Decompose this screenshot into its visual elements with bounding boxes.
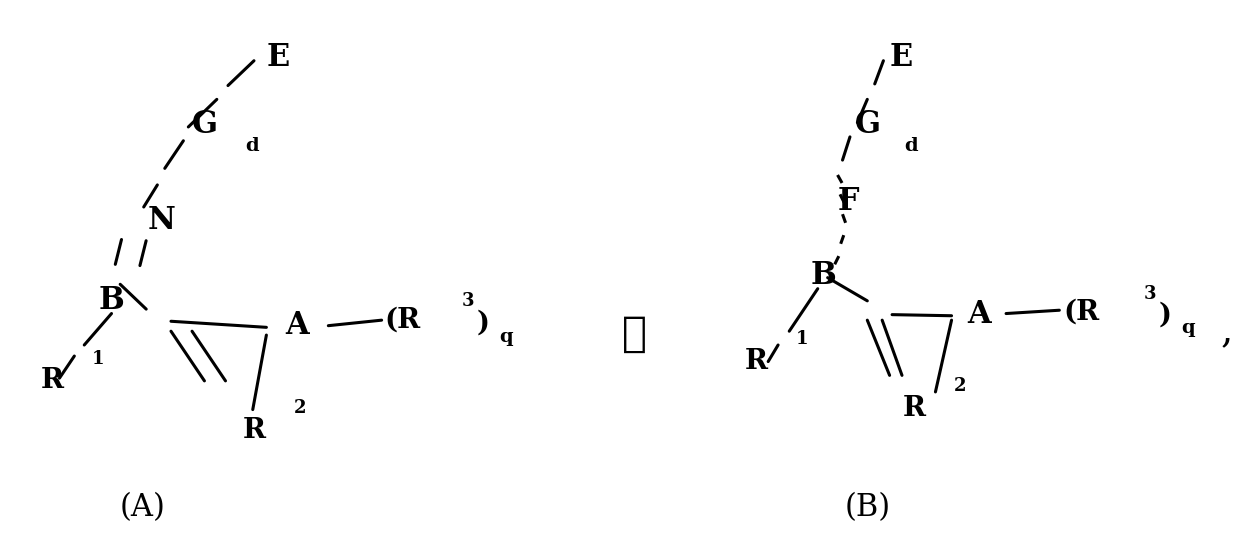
Text: G: G (855, 109, 881, 140)
Text: ): ) (477, 310, 489, 336)
Text: R: R (745, 348, 767, 375)
Text: ): ) (1158, 301, 1171, 328)
Text: (R: (R (1063, 299, 1099, 325)
Text: A: A (285, 310, 310, 341)
Text: 3: 3 (462, 292, 475, 310)
Text: E: E (890, 43, 913, 73)
Text: B: B (99, 285, 124, 316)
Text: R: R (243, 417, 265, 444)
Text: q: q (499, 328, 513, 346)
Text: 1: 1 (92, 350, 104, 368)
Text: (A): (A) (119, 492, 166, 523)
Text: 2: 2 (954, 378, 966, 395)
Text: E: E (266, 43, 290, 73)
Text: d: d (904, 137, 918, 155)
Text: ,: , (1220, 312, 1233, 350)
Text: R: R (41, 368, 63, 394)
Text: (R: (R (384, 307, 420, 333)
Text: B: B (812, 261, 836, 291)
Text: q: q (1181, 320, 1194, 337)
Text: 2: 2 (294, 400, 306, 417)
Text: N: N (147, 205, 175, 236)
Text: 3: 3 (1144, 285, 1156, 302)
Text: (B): (B) (844, 492, 891, 523)
Text: 1: 1 (795, 331, 808, 348)
Text: G: G (192, 109, 218, 140)
Text: 和: 和 (622, 313, 647, 355)
Text: d: d (245, 137, 259, 155)
Text: A: A (966, 299, 991, 330)
Text: R: R (903, 395, 926, 422)
Text: F: F (838, 186, 860, 217)
